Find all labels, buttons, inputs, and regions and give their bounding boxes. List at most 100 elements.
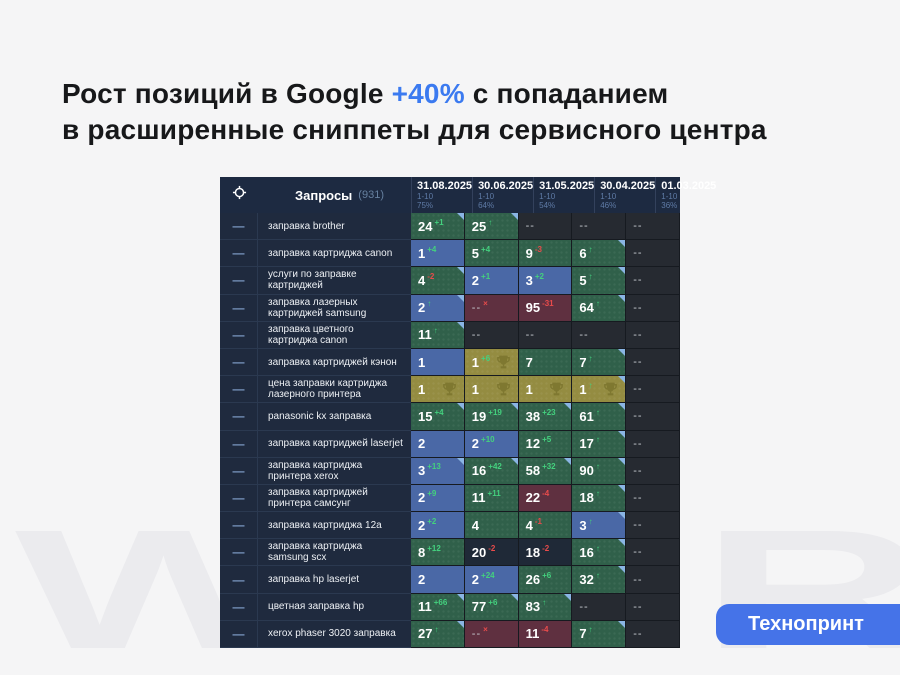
query-cell[interactable]: xerox phaser 3020 заправка [258,620,411,648]
position-cell[interactable]: 2 ↑ [411,294,465,322]
row-handle[interactable]: — [220,512,258,540]
position-cell[interactable]: 58 +32 [518,457,573,485]
target-column-header[interactable] [220,177,258,213]
position-cell[interactable]: 1 +4 [411,240,465,268]
position-cell[interactable]: -- [626,240,680,268]
row-handle[interactable]: — [220,566,258,594]
position-cell[interactable]: 83 ↑ [518,593,573,621]
position-cell[interactable]: 22 -4 [518,484,573,513]
position-cell[interactable]: -- [626,620,680,648]
position-cell[interactable]: -- [626,512,680,540]
position-cell[interactable]: 32 ↑ [572,566,627,594]
query-cell[interactable]: заправка картриджей laserjet [258,430,411,458]
position-cell[interactable]: 8 +12 [411,539,465,567]
position-cell[interactable]: -- [626,213,680,241]
position-cell[interactable]: 15 +4 [411,403,465,431]
query-cell[interactable]: цена заправки картриджа лазерного принте… [258,376,411,404]
position-cell[interactable]: 6 ↑ [572,240,627,268]
position-cell[interactable]: -- × [464,620,519,648]
position-cell[interactable]: 12 +5 [518,430,573,458]
position-cell[interactable]: -- × [464,294,519,322]
position-cell[interactable]: 25 ↑ [464,213,519,241]
row-handle[interactable]: — [220,403,258,431]
position-cell[interactable]: -- [626,403,680,431]
position-cell[interactable]: -- [626,348,680,377]
position-cell[interactable]: 11 +66 [411,593,465,621]
position-cell[interactable]: -- [626,321,680,349]
position-cell[interactable]: 19 +19 [464,403,519,431]
position-cell[interactable]: 7 [518,348,573,377]
position-cell[interactable]: 11 +11 [464,484,519,513]
position-cell[interactable]: 2 +2 [411,512,465,540]
position-cell[interactable]: -- [626,294,680,322]
position-cell[interactable]: 11 ↑ [411,321,465,349]
query-cell[interactable]: заправка brother [258,213,411,241]
position-cell[interactable]: 18 -2 [518,539,573,567]
position-cell[interactable]: 1 +6 [464,348,519,377]
position-cell[interactable]: -- [626,566,680,594]
position-cell[interactable]: -- [572,593,627,621]
row-handle[interactable]: — [220,593,258,621]
query-cell[interactable]: panasonic kx заправка [258,403,411,431]
position-cell[interactable]: 9 -3 [518,240,573,268]
query-cell[interactable]: цветная заправка hp [258,593,411,621]
position-cell[interactable]: 1 [464,376,519,404]
position-cell[interactable]: 3 +13 [411,457,465,485]
position-cell[interactable]: 26 +6 [518,566,573,594]
position-cell[interactable]: -- [626,593,680,621]
position-cell[interactable]: -- [626,457,680,485]
row-handle[interactable]: — [220,539,258,567]
position-cell[interactable]: 16 ↑ [572,539,627,567]
position-cell[interactable]: 2 +24 [464,566,519,594]
position-cell[interactable]: 4 [464,512,519,540]
row-handle[interactable]: — [220,294,258,322]
position-cell[interactable]: 1 ↑ [572,376,627,404]
row-handle[interactable]: — [220,457,258,485]
row-handle[interactable]: — [220,484,258,513]
position-cell[interactable]: 5 ↑ [572,267,627,295]
position-cell[interactable]: -- [626,430,680,458]
row-handle[interactable]: — [220,376,258,404]
position-cell[interactable]: 20 -2 [464,539,519,567]
date-column-header[interactable]: 30.04.2025 1-10 46% [594,177,655,213]
position-cell[interactable]: 5 +4 [464,240,519,268]
row-handle[interactable]: — [220,620,258,648]
position-cell[interactable]: 64 ↑ [572,294,627,322]
position-cell[interactable]: 2 +1 [464,267,519,295]
position-cell[interactable]: 77 +6 [464,593,519,621]
row-handle[interactable]: — [220,348,258,377]
position-cell[interactable]: 17 ↑ [572,430,627,458]
query-cell[interactable]: заправка картриджей кэнон [258,348,411,377]
position-cell[interactable]: 90 ↑ [572,457,627,485]
row-handle[interactable]: — [220,267,258,295]
query-cell[interactable]: услуги по заправке картриджей [258,267,411,295]
position-cell[interactable]: 2 [411,430,465,458]
position-cell[interactable]: 2 +9 [411,484,465,513]
position-cell[interactable]: 1 [411,376,465,404]
position-cell[interactable]: 4 -2 [411,267,465,295]
position-cell[interactable]: -- [626,376,680,404]
position-cell[interactable]: 27 ↑ [411,620,465,648]
position-cell[interactable]: -- [626,484,680,513]
queries-column-header[interactable]: Запросы (931) [258,177,411,213]
date-column-header[interactable]: 31.05.2025 1-10 54% [533,177,594,213]
brand-button[interactable]: Технопринт [716,604,900,645]
position-cell[interactable]: -- [572,213,627,241]
query-cell[interactable]: заправка картриджа canon [258,240,411,268]
query-cell[interactable]: заправка картриджа принтера xerox [258,457,411,485]
position-cell[interactable]: -- [464,321,519,349]
position-cell[interactable]: 18 ↑ [572,484,627,513]
position-cell[interactable]: 61 ↑ [572,403,627,431]
position-cell[interactable]: -- [572,321,627,349]
position-cell[interactable]: 1 [518,376,573,404]
position-cell[interactable]: -- [518,321,573,349]
position-cell[interactable]: -- [626,539,680,567]
position-cell[interactable]: 2 [411,566,465,594]
query-cell[interactable]: заправка цветного картриджа canon [258,321,411,349]
position-cell[interactable]: 95 -31 [518,294,573,322]
date-column-header[interactable]: 01.03.2025 1-10 36% [655,177,716,213]
query-cell[interactable]: заправка картриджа 12a [258,512,411,540]
position-cell[interactable]: 7 ↑ [572,348,627,377]
position-cell[interactable]: 38 +23 [518,403,573,431]
query-cell[interactable]: заправка лазерных картриджей samsung [258,294,411,322]
